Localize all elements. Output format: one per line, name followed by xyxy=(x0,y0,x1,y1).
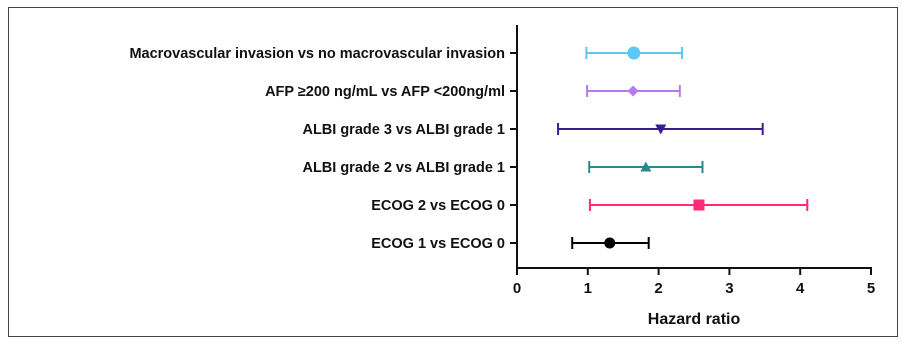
forest-row: AFP ≥200 ng/mL vs AFP <200ng/ml xyxy=(265,84,681,100)
x-axis-title: Hazard ratio xyxy=(648,311,741,328)
forest-row: ECOG 1 vs ECOG 0 xyxy=(371,236,650,252)
x-tick-label: 1 xyxy=(584,280,592,297)
row-label: AFP ≥200 ng/mL vs AFP <200ng/ml xyxy=(265,84,505,100)
x-tick-label: 0 xyxy=(513,280,521,297)
hr-point xyxy=(627,46,641,60)
x-tick-label: 3 xyxy=(725,280,733,297)
row-label: ALBI grade 2 vs ALBI grade 1 xyxy=(302,160,505,176)
hr-point xyxy=(640,161,652,172)
row-label: ECOG 2 vs ECOG 0 xyxy=(371,198,505,214)
axis-layer: 0 1 2 3 4 5 Hazard ratio xyxy=(513,25,875,328)
x-ticks: 0 1 2 3 4 5 xyxy=(513,268,875,297)
hr-point xyxy=(627,85,639,97)
forest-row: ALBI grade 2 vs ALBI grade 1 xyxy=(302,160,704,176)
forest-row: Macrovascular invasion vs no macrovascul… xyxy=(129,46,683,62)
forest-row: ECOG 2 vs ECOG 0 xyxy=(371,198,809,214)
x-tick-label: 5 xyxy=(867,280,875,297)
hr-point xyxy=(693,199,705,211)
row-label: ECOG 1 vs ECOG 0 xyxy=(371,236,505,252)
row-label: ALBI grade 3 vs ALBI grade 1 xyxy=(302,122,505,138)
row-label: Macrovascular invasion vs no macrovascul… xyxy=(129,46,505,62)
x-tick-label: 2 xyxy=(654,280,662,297)
hr-point xyxy=(655,124,667,135)
chart-frame xyxy=(8,7,898,337)
forest-row: ALBI grade 3 vs ALBI grade 1 xyxy=(302,122,764,138)
hr-point xyxy=(604,237,616,249)
rows-layer: Macrovascular invasion vs no macrovascul… xyxy=(129,46,809,252)
x-tick-label: 4 xyxy=(796,280,805,297)
